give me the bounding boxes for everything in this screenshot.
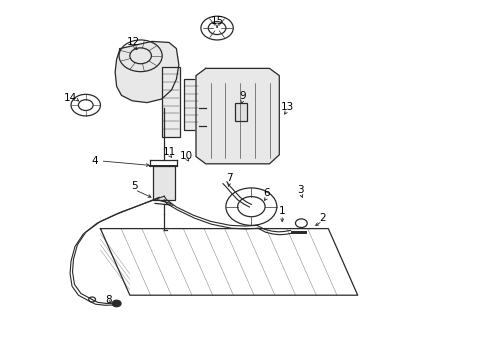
Circle shape: [112, 300, 121, 307]
Text: 10: 10: [180, 150, 193, 161]
Text: 14: 14: [63, 93, 77, 103]
Bar: [162, 67, 180, 137]
Polygon shape: [196, 68, 279, 164]
Text: 9: 9: [239, 91, 246, 102]
Text: 5: 5: [131, 181, 138, 191]
Text: 13: 13: [280, 102, 294, 112]
Polygon shape: [115, 41, 179, 103]
Text: 2: 2: [319, 213, 326, 223]
Bar: [235, 103, 247, 121]
Text: 6: 6: [264, 188, 270, 198]
Text: 11: 11: [163, 147, 176, 157]
Text: 7: 7: [226, 173, 233, 183]
Text: 1: 1: [279, 206, 286, 216]
Text: 3: 3: [297, 185, 304, 195]
Text: 8: 8: [105, 294, 112, 305]
Text: 15: 15: [210, 15, 224, 26]
Text: 4: 4: [92, 156, 98, 166]
Bar: [184, 79, 199, 130]
Text: 12: 12: [126, 37, 140, 47]
Bar: [153, 166, 175, 200]
